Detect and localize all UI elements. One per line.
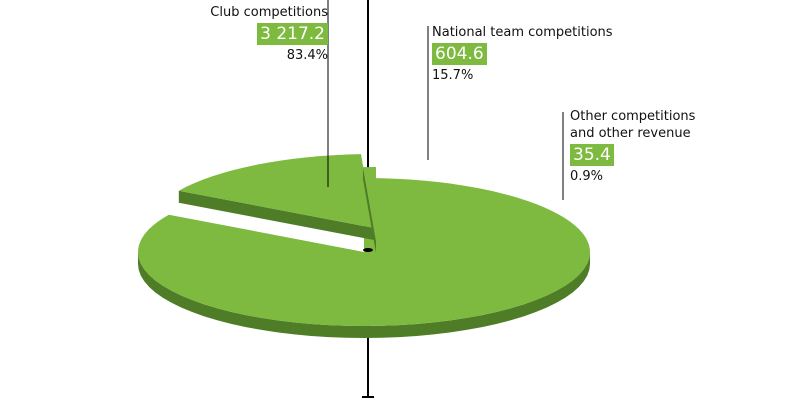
axis-dot <box>363 248 373 252</box>
share-label: 83.4% <box>286 48 328 63</box>
value-label: 3 217.2 <box>257 23 328 45</box>
pie-slice <box>362 167 376 241</box>
category-label: Club competitions <box>210 5 328 20</box>
pie-slice-cut <box>362 167 376 253</box>
category-label: Other competitions and other revenue <box>570 109 696 141</box>
slice-label: Club competitions 3 217.2 83.4% <box>200 4 328 64</box>
pie-slice <box>138 178 590 326</box>
pie-slice-side <box>138 252 590 338</box>
pie-slice-cut <box>178 190 374 240</box>
pie-slice <box>178 154 374 228</box>
share-label: 0.9% <box>570 169 604 184</box>
share-label: 15.7% <box>432 68 474 83</box>
slice-label: Other competitions and other revenue 35.4… <box>570 108 730 185</box>
category-label: National team competitions <box>432 25 613 40</box>
value-label: 604.6 <box>432 43 487 65</box>
value-label: 35.4 <box>570 144 614 166</box>
slice-label: National team competitions 604.6 15.7% <box>432 24 652 84</box>
